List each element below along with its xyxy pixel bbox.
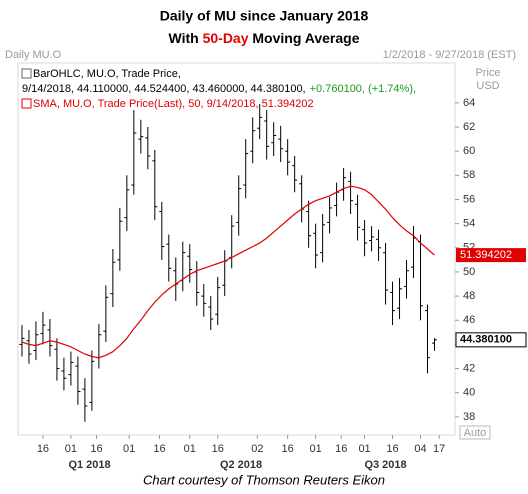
x-tick-label: 01 bbox=[123, 443, 135, 455]
sma-last-label: 51.394202 bbox=[460, 249, 512, 261]
x-tick-label: 16 bbox=[153, 443, 165, 455]
header-left: Daily MU.O bbox=[5, 49, 62, 61]
chart-subtitle: With 50-Day Moving Average bbox=[168, 30, 359, 46]
x-tick-label: 16 bbox=[335, 443, 347, 455]
legend-icon bbox=[21, 68, 32, 79]
subtitle-text: With bbox=[168, 30, 202, 46]
legend-sma-name: SMA, MU.O, Trade Price(Last), 50, 9/14/2… bbox=[33, 98, 314, 110]
y-tick-label: 64 bbox=[463, 97, 475, 109]
price-last-label: 44.380100 bbox=[460, 334, 512, 346]
header-right: 1/2/2018 - 9/27/2018 (EST) bbox=[383, 49, 516, 61]
y-tick-label: 54 bbox=[463, 218, 475, 230]
period-label: Q3 2018 bbox=[364, 459, 406, 471]
y-tick-label: 38 bbox=[463, 411, 475, 423]
x-tick-label: 02 bbox=[251, 443, 263, 455]
sma-last-tag bbox=[456, 248, 526, 263]
y-tick-label: 50 bbox=[463, 266, 475, 278]
y-axis-label: USD bbox=[476, 80, 499, 92]
x-tick-label: 16 bbox=[282, 443, 294, 455]
x-tick-label: 16 bbox=[386, 443, 398, 455]
y-tick-label: 62 bbox=[463, 121, 475, 133]
x-tick-label: 17 bbox=[433, 443, 445, 455]
y-tick-label: 40 bbox=[463, 387, 475, 399]
x-tick-label: 01 bbox=[65, 443, 77, 455]
auto-button-label[interactable]: Auto bbox=[464, 427, 487, 439]
legend-icon bbox=[21, 98, 32, 109]
price-last-tag bbox=[455, 332, 527, 348]
y-axis-label: Price bbox=[475, 67, 500, 79]
legend-ohlc-name: BarOHLC, MU.O, Trade Price, bbox=[33, 68, 181, 80]
y-tick-label: 48 bbox=[463, 290, 475, 302]
plot: 3840424446485052545658606264160116011601… bbox=[19, 97, 527, 471]
y-tick-label: 58 bbox=[463, 169, 475, 181]
chart-title: Daily of MU since January 2018 bbox=[160, 8, 369, 24]
legend-change: +0.760100, (+1.74%), bbox=[310, 83, 416, 95]
period-label: Q1 2018 bbox=[68, 459, 110, 471]
y-tick-label: 56 bbox=[463, 193, 475, 205]
x-tick-label: 16 bbox=[212, 443, 224, 455]
x-tick-label: 16 bbox=[37, 443, 49, 455]
subtitle-text: Moving Average bbox=[249, 30, 360, 46]
legend-ohlc-values: 9/14/2018, 44.110000, 44.524400, 43.4600… bbox=[22, 83, 416, 95]
legend: BarOHLC, MU.O, Trade Price, 9/14/2018, 4… bbox=[21, 68, 416, 110]
subtitle-highlight: 50-Day bbox=[203, 30, 249, 46]
x-tick-label: 16 bbox=[90, 443, 102, 455]
period-label: Q2 2018 bbox=[220, 459, 262, 471]
y-tick-label: 46 bbox=[463, 314, 475, 326]
footer: Chart courtesy of Thomson Reuters Eikon bbox=[143, 472, 385, 487]
sma-line bbox=[21, 185, 435, 359]
x-tick-label: 04 bbox=[414, 443, 426, 455]
y-tick-label: 42 bbox=[463, 362, 475, 374]
plot-frame bbox=[17, 62, 456, 436]
x-tick-label: 01 bbox=[184, 443, 196, 455]
auto-button[interactable] bbox=[459, 425, 491, 440]
x-tick-label: 01 bbox=[358, 443, 370, 455]
x-tick-label: 01 bbox=[310, 443, 322, 455]
y-tick-label: 60 bbox=[463, 145, 475, 157]
legend-values: 9/14/2018, 44.110000, 44.524400, 43.4600… bbox=[22, 83, 306, 95]
